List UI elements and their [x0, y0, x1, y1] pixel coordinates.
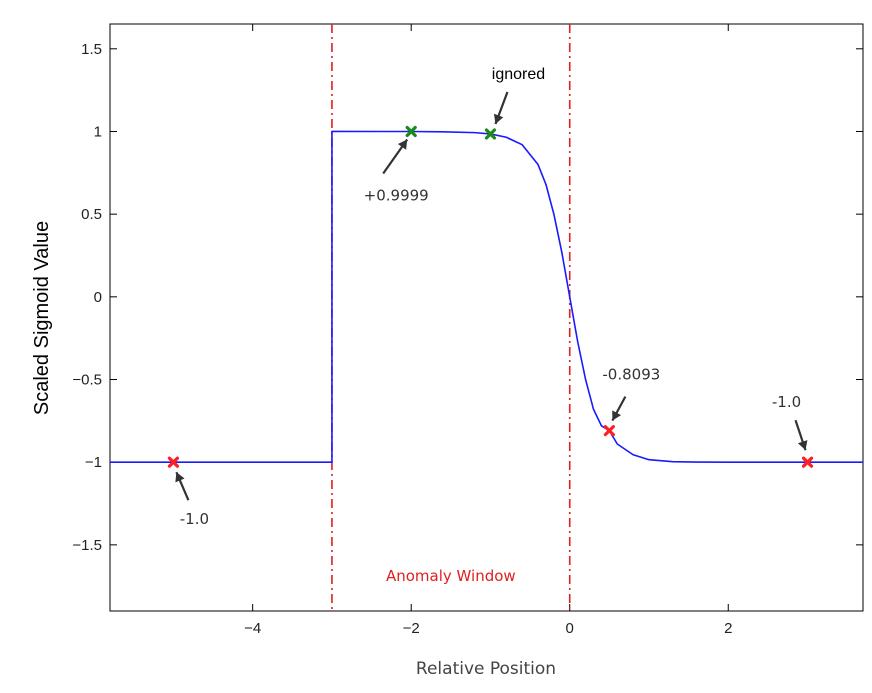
arrow-0 [175, 471, 190, 501]
y-axis-title: Scaled Sigmoid Value [31, 221, 53, 415]
arrow-head [612, 410, 622, 421]
x-axis-title: Relative Position [416, 659, 556, 679]
point-marker-4 [801, 456, 814, 468]
anomaly-window: Anomaly Window [331, 24, 571, 611]
y-tick-label: 1 [94, 123, 102, 140]
annotations: -1.0 +0.9999 ignored -0.8093 -1.0 [175, 66, 808, 528]
marker-stroke [484, 128, 497, 140]
arrow-head [797, 440, 808, 451]
arrow-2 [493, 91, 509, 125]
y-tick-label: 1.5 [81, 41, 102, 58]
point-marker-3 [603, 425, 615, 437]
marker-points [167, 125, 814, 468]
arrow-head [175, 472, 185, 483]
anomaly-window-label: Anomaly Window [386, 567, 516, 585]
x-tick-label: 2 [724, 620, 732, 637]
annotation-label-4: -1.0 [772, 393, 801, 411]
point-marker-1 [405, 125, 417, 138]
arrow-head [493, 113, 504, 124]
x-tick-label: 0 [566, 620, 574, 637]
point-marker-2 [484, 128, 497, 140]
annotation-label-0: -1.0 [180, 510, 209, 528]
y-axis: 1.5 1 0.5 0 −0.5 −1 −1.5 [72, 41, 863, 554]
arrow-3 [611, 396, 627, 422]
series-line-0 [110, 130, 863, 463]
marker-stroke [801, 456, 814, 468]
annotation-label-2: ignored [492, 66, 545, 83]
point-marker-0 [167, 456, 180, 468]
marker-stroke [405, 125, 417, 138]
marker-stroke [603, 425, 615, 437]
y-tick-label: 0 [94, 289, 102, 306]
series-lines [110, 130, 863, 463]
y-tick-label: 0.5 [81, 206, 102, 223]
x-tick-label: −2 [403, 620, 420, 637]
y-tick-label: −1 [85, 454, 102, 471]
arrow-head [397, 139, 408, 150]
annotation-label-1: +0.9999 [364, 186, 429, 204]
x-axis: −4 −2 0 2 [244, 24, 732, 637]
marker-stroke [167, 456, 180, 468]
plot-frame [109, 23, 864, 612]
arrow-1 [382, 138, 409, 175]
x-tick-label: −4 [244, 620, 261, 637]
arrow-4 [794, 419, 808, 451]
annotation-label-3: -0.8093 [602, 366, 660, 384]
y-tick-label: −1.5 [72, 537, 102, 554]
y-tick-label: −0.5 [72, 372, 102, 389]
